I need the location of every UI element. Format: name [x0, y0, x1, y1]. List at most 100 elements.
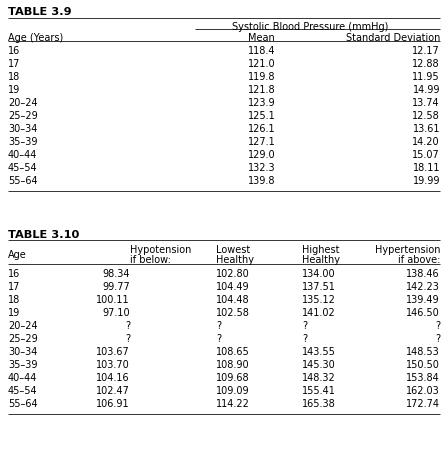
Text: 16: 16: [8, 268, 20, 278]
Text: 19.99: 19.99: [413, 176, 440, 186]
Text: 148.32: 148.32: [302, 372, 336, 382]
Text: 143.55: 143.55: [302, 346, 336, 356]
Text: 121.0: 121.0: [248, 59, 276, 69]
Text: 118.4: 118.4: [248, 46, 276, 56]
Text: ?: ?: [125, 333, 130, 343]
Text: 134.00: 134.00: [302, 268, 336, 278]
Text: 45–54: 45–54: [8, 163, 38, 173]
Text: TABLE 3.10: TABLE 3.10: [8, 229, 79, 239]
Text: 55–64: 55–64: [8, 398, 38, 408]
Text: 45–54: 45–54: [8, 385, 38, 395]
Text: 35–39: 35–39: [8, 359, 38, 369]
Text: 146.50: 146.50: [406, 307, 440, 317]
Text: 138.46: 138.46: [406, 268, 440, 278]
Text: ?: ?: [435, 320, 440, 330]
Text: 103.70: 103.70: [96, 359, 130, 369]
Text: 104.16: 104.16: [96, 372, 130, 382]
Text: 132.3: 132.3: [248, 163, 276, 173]
Text: 11.95: 11.95: [412, 72, 440, 82]
Text: Lowest: Lowest: [216, 245, 250, 255]
Text: Hypotension: Hypotension: [130, 245, 191, 255]
Text: ?: ?: [216, 320, 221, 330]
Text: 121.8: 121.8: [248, 85, 276, 95]
Text: ?: ?: [302, 333, 307, 343]
Text: 106.91: 106.91: [96, 398, 130, 408]
Text: TABLE 3.9: TABLE 3.9: [8, 7, 72, 17]
Text: Mean: Mean: [248, 33, 275, 43]
Text: 20–24: 20–24: [8, 98, 38, 108]
Text: 17: 17: [8, 281, 20, 291]
Text: 97.10: 97.10: [103, 307, 130, 317]
Text: 153.84: 153.84: [406, 372, 440, 382]
Text: ?: ?: [302, 320, 307, 330]
Text: 103.67: 103.67: [96, 346, 130, 356]
Text: 19: 19: [8, 85, 20, 95]
Text: 35–39: 35–39: [8, 137, 38, 147]
Text: Healthy: Healthy: [216, 255, 254, 265]
Text: 30–34: 30–34: [8, 124, 37, 134]
Text: 108.90: 108.90: [216, 359, 250, 369]
Text: 162.03: 162.03: [406, 385, 440, 395]
Text: 142.23: 142.23: [406, 281, 440, 291]
Text: 19: 19: [8, 307, 20, 317]
Text: 129.0: 129.0: [248, 149, 276, 159]
Text: 55–64: 55–64: [8, 176, 38, 186]
Text: Healthy: Healthy: [302, 255, 340, 265]
Text: 40–44: 40–44: [8, 149, 37, 159]
Text: 20–24: 20–24: [8, 320, 38, 330]
Text: 30–34: 30–34: [8, 346, 37, 356]
Text: ?: ?: [216, 333, 221, 343]
Text: ?: ?: [435, 333, 440, 343]
Text: 25–29: 25–29: [8, 333, 38, 343]
Text: 25–29: 25–29: [8, 111, 38, 121]
Text: Age: Age: [8, 249, 27, 259]
Text: Systolic Blood Pressure (mmHg): Systolic Blood Pressure (mmHg): [232, 22, 388, 32]
Text: Age (Years): Age (Years): [8, 33, 63, 43]
Text: 98.34: 98.34: [103, 268, 130, 278]
Text: 145.30: 145.30: [302, 359, 336, 369]
Text: 16: 16: [8, 46, 20, 56]
Text: 13.61: 13.61: [413, 124, 440, 134]
Text: 135.12: 135.12: [302, 294, 336, 304]
Text: 100.11: 100.11: [96, 294, 130, 304]
Text: 141.02: 141.02: [302, 307, 336, 317]
Text: 14.99: 14.99: [413, 85, 440, 95]
Text: 14.20: 14.20: [412, 137, 440, 147]
Text: 102.58: 102.58: [216, 307, 250, 317]
Text: 18.11: 18.11: [413, 163, 440, 173]
Text: 102.80: 102.80: [216, 268, 250, 278]
Text: 108.65: 108.65: [216, 346, 250, 356]
Text: Hypertension: Hypertension: [375, 245, 440, 255]
Text: if below:: if below:: [130, 255, 171, 265]
Text: 127.1: 127.1: [248, 137, 276, 147]
Text: 12.58: 12.58: [412, 111, 440, 121]
Text: 109.68: 109.68: [216, 372, 250, 382]
Text: 104.48: 104.48: [216, 294, 250, 304]
Text: 17: 17: [8, 59, 20, 69]
Text: ?: ?: [125, 320, 130, 330]
Text: if above:: if above:: [398, 255, 440, 265]
Text: 12.17: 12.17: [412, 46, 440, 56]
Text: 137.51: 137.51: [302, 281, 336, 291]
Text: 114.22: 114.22: [216, 398, 250, 408]
Text: 148.53: 148.53: [406, 346, 440, 356]
Text: 15.07: 15.07: [412, 149, 440, 159]
Text: 172.74: 172.74: [406, 398, 440, 408]
Text: 40–44: 40–44: [8, 372, 37, 382]
Text: 126.1: 126.1: [248, 124, 276, 134]
Text: 18: 18: [8, 294, 20, 304]
Text: Standard Deviation: Standard Deviation: [345, 33, 440, 43]
Text: Highest: Highest: [302, 245, 340, 255]
Text: 109.09: 109.09: [216, 385, 250, 395]
Text: 150.50: 150.50: [406, 359, 440, 369]
Text: 12.88: 12.88: [412, 59, 440, 69]
Text: 102.47: 102.47: [96, 385, 130, 395]
Text: 139.49: 139.49: [406, 294, 440, 304]
Text: 125.1: 125.1: [248, 111, 276, 121]
Text: 155.41: 155.41: [302, 385, 336, 395]
Text: 123.9: 123.9: [248, 98, 276, 108]
Text: 104.49: 104.49: [216, 281, 250, 291]
Text: 165.38: 165.38: [302, 398, 336, 408]
Text: 139.8: 139.8: [248, 176, 276, 186]
Text: 119.8: 119.8: [248, 72, 276, 82]
